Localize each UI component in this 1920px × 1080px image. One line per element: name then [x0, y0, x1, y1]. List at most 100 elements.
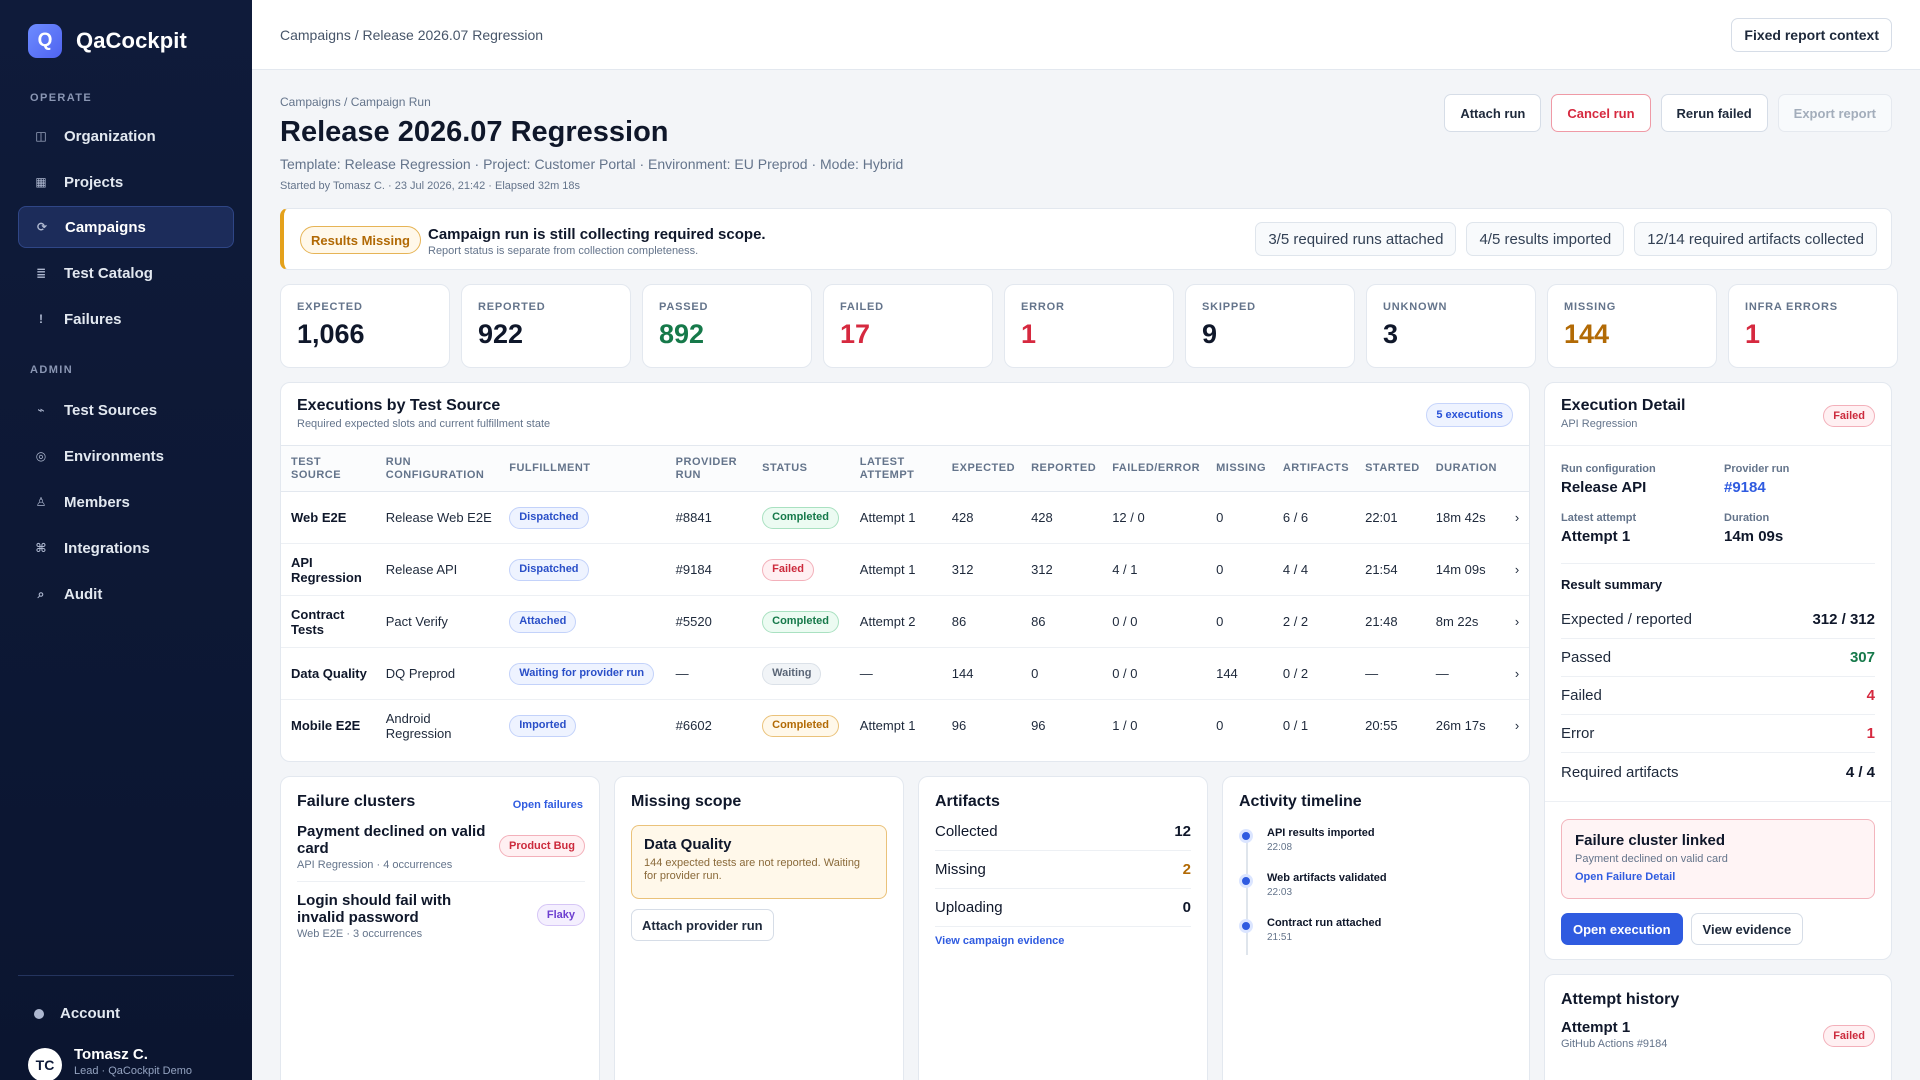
- summary-row: Failed 4: [1561, 677, 1875, 715]
- column-header[interactable]: REPORTED: [1023, 445, 1105, 492]
- cell-failed-error: 0 / 0: [1104, 595, 1209, 648]
- sidebar-item-organization[interactable]: ◫ Organization: [18, 115, 234, 157]
- column-header[interactable]: FAILED/ERROR: [1104, 445, 1209, 492]
- sidebar-item-label: Organization: [64, 127, 156, 145]
- chevron-right-icon[interactable]: ›: [1504, 595, 1529, 648]
- sidebar-item-label: Failures: [64, 310, 122, 328]
- timeline-time: 21:51: [1267, 932, 1293, 943]
- sidebar-item-account[interactable]: Account: [18, 1005, 120, 1022]
- sidebar-item-projects[interactable]: ▦ Projects: [18, 161, 234, 203]
- cell-failed-error: 4 / 1: [1104, 543, 1209, 596]
- table-row[interactable]: Contract Tests Pact Verify Attached #552…: [281, 595, 1529, 648]
- sidebar: Q QaCockpit OPERATE ◫ Organization ▦ Pro…: [0, 0, 252, 1080]
- column-header[interactable]: PROVIDER RUN: [667, 445, 755, 492]
- column-header[interactable]: LATEST ATTEMPT: [851, 445, 944, 492]
- user-profile[interactable]: TC Tomasz C. Lead · QaCockpit Demo: [28, 1046, 192, 1080]
- attempt-history-card: Attempt history Attempt 1 GitHub Actions…: [1544, 974, 1892, 1080]
- open-failure-detail-link[interactable]: Open Failure Detail: [1575, 871, 1676, 883]
- header-actions: Attach run Cancel run Rerun failed Expor…: [1444, 94, 1892, 132]
- table-row[interactable]: Web E2E Release Web E2E Dispatched #8841…: [281, 491, 1529, 544]
- cell-missing: 0: [1208, 543, 1275, 596]
- sidebar-item-label: Test Catalog: [64, 264, 153, 282]
- column-header[interactable]: FULFILLMENT: [501, 445, 668, 492]
- column-header[interactable]: RUN CONFIGURATION: [377, 445, 502, 492]
- cell-failed-error: 1 / 0: [1112, 718, 1138, 734]
- view-evidence-button[interactable]: View evidence: [1690, 913, 1804, 945]
- sidebar-item-environments[interactable]: ◎ Environments: [18, 435, 234, 477]
- artifact-label: Missing: [935, 861, 986, 878]
- column-header[interactable]: ARTIFACTS: [1274, 445, 1358, 492]
- timeline-time: 22:03: [1267, 887, 1293, 898]
- sidebar-item-audit[interactable]: ⌕ Audit: [18, 573, 234, 615]
- executions-count-badge: 5 executions: [1426, 403, 1513, 427]
- cell-started: 21:48: [1357, 595, 1428, 648]
- sidebar-item-members[interactable]: ♙ Members: [18, 481, 234, 523]
- stat-value: 17: [840, 319, 871, 349]
- chevron-right-icon[interactable]: ›: [1514, 718, 1520, 734]
- list-item[interactable]: Login should fail with invalid password …: [297, 892, 585, 940]
- column-header[interactable]: DURATION: [1427, 445, 1505, 492]
- divider: [297, 881, 585, 882]
- run-configuration-label: Run configuration: [1561, 463, 1656, 475]
- column-header[interactable]: MISSING: [1208, 445, 1275, 492]
- attach-provider-run-button[interactable]: Attach provider run: [631, 909, 774, 941]
- fixed-report-context-button[interactable]: Fixed report context: [1731, 18, 1892, 52]
- chevron-right-icon[interactable]: ›: [1504, 543, 1529, 596]
- cell-artifacts: 2 / 2: [1274, 595, 1358, 648]
- cluster-subtitle: Web E2E · 3 occurrences: [297, 928, 423, 940]
- sidebar-item-failures[interactable]: ! Failures: [18, 298, 234, 340]
- failures-icon: !: [39, 312, 43, 326]
- timeline-title-text: API results imported: [1267, 827, 1375, 839]
- open-failures-link[interactable]: Open failures: [512, 799, 583, 811]
- artifact-row: Uploading 0: [935, 889, 1191, 927]
- cell-missing: 0: [1216, 718, 1224, 734]
- table-row[interactable]: API Regression Release API Dispatched #9…: [281, 543, 1529, 596]
- table-row[interactable]: Mobile E2E Android Regression Imported #…: [281, 700, 1529, 752]
- column-header[interactable]: STATUS: [754, 445, 852, 492]
- stat-label: FAILED: [840, 301, 884, 313]
- timeline-item: API results imported 22:08: [1239, 827, 1375, 853]
- status-badge: Waiting: [762, 662, 822, 685]
- cell-artifacts: 0 / 2: [1274, 647, 1358, 700]
- column-header[interactable]: EXPECTED: [943, 445, 1024, 492]
- missing-scope-source: Data Quality: [644, 836, 732, 853]
- sidebar-item-integrations[interactable]: ⌘ Integrations: [18, 527, 234, 569]
- cell-config: Release Web E2E: [377, 491, 502, 544]
- cell-started: 21:54: [1357, 543, 1428, 596]
- sidebar-item-campaigns[interactable]: ⟳ Campaigns: [18, 206, 234, 248]
- cell-duration: —: [1427, 647, 1505, 700]
- artifact-label: Collected: [935, 823, 998, 840]
- provider-run-link[interactable]: #9184: [1724, 479, 1766, 496]
- table-row[interactable]: Data Quality DQ Preprod Waiting for prov…: [281, 647, 1529, 700]
- list-item[interactable]: Payment declined on valid card API Regre…: [297, 823, 585, 871]
- sidebar-item-test-sources[interactable]: ⌁ Test Sources: [18, 389, 234, 431]
- chevron-right-icon[interactable]: ›: [1504, 491, 1529, 544]
- cell-source: Mobile E2E: [291, 718, 361, 734]
- cell-source: API Regression: [281, 543, 378, 596]
- cell-provider-run: —: [667, 647, 755, 700]
- open-execution-button[interactable]: Open execution: [1561, 913, 1683, 945]
- attach-run-button[interactable]: Attach run: [1444, 94, 1542, 132]
- view-campaign-evidence-link[interactable]: View campaign evidence: [935, 935, 1065, 947]
- summary-value: 4 / 4: [1845, 763, 1875, 781]
- chevron-right-icon[interactable]: ›: [1504, 647, 1529, 700]
- failure-clusters-title: Failure clusters: [297, 793, 416, 810]
- stat-label: UNKNOWN: [1383, 301, 1448, 313]
- execution-detail-card: Execution Detail API Regression Failed R…: [1544, 382, 1892, 960]
- list-item[interactable]: Attempt 1 GitHub Actions #9184 Failed: [1561, 1019, 1875, 1050]
- sidebar-item-test-catalog[interactable]: ≣ Test Catalog: [18, 252, 234, 294]
- column-header[interactable]: TEST SOURCE: [281, 445, 378, 492]
- cell-duration: 26m 17s: [1435, 718, 1486, 734]
- artifact-row: Missing 2: [935, 851, 1191, 889]
- summary-label: Passed: [1561, 649, 1612, 666]
- brand[interactable]: Q QaCockpit: [28, 24, 187, 58]
- column-header[interactable]: STARTED: [1357, 445, 1428, 492]
- export-report-button[interactable]: Export report: [1777, 94, 1892, 132]
- cancel-run-button[interactable]: Cancel run: [1551, 94, 1651, 132]
- sidebar-item-label: Campaigns: [65, 218, 146, 236]
- artifacts-card: Artifacts Collected 12 Missing 2 Uploading…: [918, 776, 1208, 1080]
- summary-row: Error 1: [1561, 715, 1875, 753]
- status-badge: Failed: [1823, 1025, 1875, 1047]
- rerun-failed-button[interactable]: Rerun failed: [1660, 94, 1768, 132]
- cell-source: Web E2E: [281, 491, 378, 544]
